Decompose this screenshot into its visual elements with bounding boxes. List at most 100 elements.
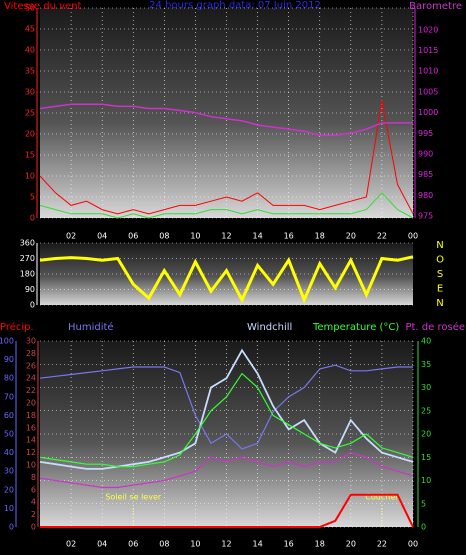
y-tick-label: 30 bbox=[25, 88, 35, 97]
x-tick-label: 00 bbox=[408, 232, 418, 241]
x-tick-label: 16 bbox=[284, 540, 294, 549]
y-tick-label: 180 bbox=[20, 270, 35, 279]
y-tick-label: 50 bbox=[25, 4, 35, 13]
y-tick-label: 15 bbox=[25, 151, 35, 160]
y-tick-label: 28 bbox=[26, 349, 36, 358]
direction-label: N bbox=[436, 298, 443, 309]
y-tick-label: 990 bbox=[418, 149, 433, 158]
y-tick-label: 8 bbox=[31, 473, 36, 482]
y-tick-label: 4 bbox=[31, 498, 36, 507]
y-tick-label: 18 bbox=[26, 411, 36, 420]
y-tick-label: 20 bbox=[26, 399, 36, 408]
y-tick-label: 45 bbox=[25, 25, 35, 34]
direction-label: O bbox=[436, 255, 444, 266]
direction-label: S bbox=[437, 269, 443, 280]
y-tick-label: 35 bbox=[421, 360, 431, 369]
x-tick-label: 04 bbox=[97, 232, 107, 241]
y-tick-label: 40 bbox=[4, 448, 14, 457]
x-tick-label: 06 bbox=[128, 540, 138, 549]
y-tick-label: 0 bbox=[9, 523, 14, 532]
y-tick-label: 30 bbox=[4, 467, 14, 476]
series-label: Temperature (°C) bbox=[312, 322, 399, 333]
y-tick-label: 12 bbox=[26, 448, 36, 457]
series-line bbox=[39, 451, 414, 489]
chart-title: 24 hours graph data: 07 Juin 2012 bbox=[149, 0, 321, 11]
x-tick-label: 10 bbox=[190, 232, 200, 241]
series-line bbox=[39, 348, 414, 470]
series-line bbox=[39, 103, 413, 137]
x-tick-label: 14 bbox=[252, 540, 262, 549]
y-tick-label: 0 bbox=[30, 214, 35, 223]
y-tick-label: 80 bbox=[4, 374, 14, 383]
x-tick-label: 08 bbox=[159, 232, 169, 241]
series-line bbox=[39, 192, 414, 219]
y-tick-label: 26 bbox=[26, 361, 36, 370]
y-tick-label: 1005 bbox=[418, 87, 438, 96]
y-tick-label: 30 bbox=[26, 337, 36, 346]
direction-label: N bbox=[436, 240, 443, 251]
y-tick-label: 6 bbox=[31, 485, 36, 494]
series-line bbox=[40, 493, 414, 528]
x-tick-label: 18 bbox=[315, 232, 325, 241]
y-tick-label: 20 bbox=[4, 485, 14, 494]
y-tick-label: 5 bbox=[421, 499, 426, 508]
y-tick-label: 60 bbox=[4, 411, 14, 420]
y-tick-label: 40 bbox=[25, 46, 35, 55]
y-tick-label: 2 bbox=[31, 510, 36, 519]
y-tick-label: 50 bbox=[4, 430, 14, 439]
y-tick-label: 360 bbox=[20, 239, 35, 248]
y-tick-label: 24 bbox=[26, 374, 36, 383]
x-tick-label: 16 bbox=[284, 232, 294, 241]
y-tick-label: 40 bbox=[421, 337, 431, 346]
y-tick-label: 16 bbox=[26, 423, 36, 432]
series-line bbox=[39, 364, 413, 450]
y-tick-label: 100 bbox=[0, 337, 14, 346]
y-tick-label: 1015 bbox=[418, 46, 438, 55]
y-tick-label: 20 bbox=[421, 430, 431, 439]
y-tick-label: 14 bbox=[26, 436, 36, 445]
y-tick-label: 90 bbox=[25, 285, 35, 294]
y-tick-label: 70 bbox=[4, 392, 14, 401]
y-tick-label: 10 bbox=[25, 172, 35, 181]
x-tick-label: 12 bbox=[221, 540, 231, 549]
y-tick-label: 1010 bbox=[418, 67, 438, 76]
y-tick-label: 15 bbox=[421, 453, 431, 462]
x-tick-label: 02 bbox=[66, 540, 76, 549]
y-tick-label: 35 bbox=[25, 67, 35, 76]
series-label: Barometre bbox=[409, 1, 462, 12]
series-label: Windchill bbox=[247, 322, 292, 333]
x-tick-label: 20 bbox=[346, 540, 356, 549]
x-tick-label: 22 bbox=[377, 232, 387, 241]
series-line bbox=[39, 255, 414, 304]
y-tick-label: 5 bbox=[30, 193, 35, 202]
y-tick-label: 985 bbox=[418, 170, 433, 179]
x-tick-label: 12 bbox=[221, 232, 231, 241]
y-tick-label: 995 bbox=[418, 129, 433, 138]
y-tick-label: 0 bbox=[421, 523, 426, 532]
y-tick-label: 10 bbox=[26, 461, 36, 470]
y-tick-label: 1020 bbox=[418, 25, 438, 34]
y-tick-label: 22 bbox=[26, 386, 36, 395]
x-tick-label: 00 bbox=[408, 540, 418, 549]
x-tick-label: 20 bbox=[346, 232, 356, 241]
x-tick-label: 22 bbox=[377, 540, 387, 549]
annotation: Soleil se lever bbox=[105, 493, 162, 502]
y-tick-label: 10 bbox=[421, 476, 431, 485]
x-tick-label: 10 bbox=[190, 540, 200, 549]
y-tick-label: 270 bbox=[20, 254, 35, 263]
series-line bbox=[39, 100, 414, 215]
y-tick-label: 0 bbox=[31, 523, 36, 532]
x-tick-label: 04 bbox=[97, 540, 107, 549]
y-tick-label: 30 bbox=[421, 383, 431, 392]
y-tick-label: 25 bbox=[421, 406, 431, 415]
direction-label: E bbox=[437, 284, 443, 295]
plot-area bbox=[40, 243, 413, 305]
y-tick-label: 1000 bbox=[418, 108, 438, 117]
x-tick-label: 06 bbox=[128, 232, 138, 241]
x-tick-label: 14 bbox=[252, 232, 262, 241]
series-line bbox=[39, 372, 414, 468]
x-tick-label: 02 bbox=[66, 232, 76, 241]
series-label: Vitesse du vent bbox=[4, 1, 81, 12]
x-tick-label: 18 bbox=[315, 540, 325, 549]
